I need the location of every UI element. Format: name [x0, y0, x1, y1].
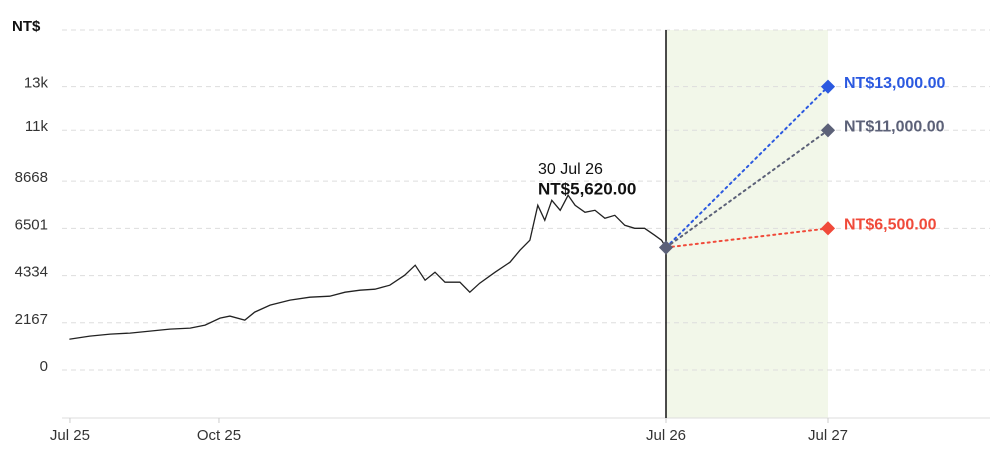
forecast-label: NT$13,000.00	[844, 75, 946, 92]
forecast-marker	[820, 123, 836, 138]
forecast-marker	[820, 221, 836, 236]
forecast-line	[665, 85, 829, 249]
x-tick-label: Jul 25	[50, 427, 90, 444]
x-tick-label: Jul 27	[808, 427, 848, 444]
annotation-date: 30 Jul 26	[538, 161, 603, 178]
forecast-label: NT$6,500.00	[844, 217, 937, 234]
y-tick-label: 0	[40, 358, 48, 375]
annotation-value: NT$5,620.00	[538, 179, 636, 198]
current-marker	[658, 240, 674, 255]
y-tick-label: 6501	[15, 216, 48, 233]
y-tick-label: 2167	[15, 311, 48, 328]
y-tick-label: 11k	[25, 118, 49, 135]
y-tick-label: 4334	[15, 264, 48, 281]
forecast-marker	[820, 79, 836, 94]
y-axis-label: NT$	[12, 18, 41, 35]
forecast-region	[666, 30, 828, 418]
price-line	[69, 194, 667, 340]
x-tick-label: Jul 26	[646, 427, 686, 444]
forecast-label: NT$11,000.00	[844, 118, 945, 135]
y-tick-label: 13k	[24, 75, 49, 92]
x-tick-label: Oct 25	[197, 427, 241, 444]
y-tick-label: 8668	[15, 169, 48, 186]
